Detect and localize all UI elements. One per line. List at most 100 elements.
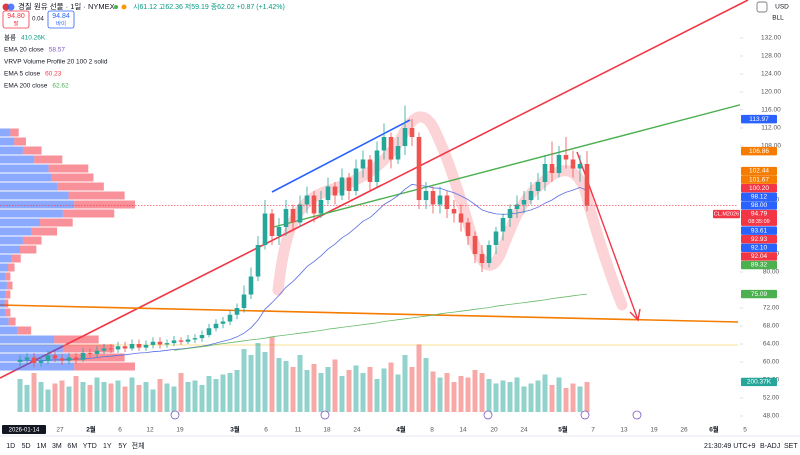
profile-bar	[68, 191, 125, 200]
x-tick-label: 12	[146, 427, 154, 434]
profile-bar	[54, 335, 99, 344]
volume-bar	[500, 380, 506, 412]
price-tag	[741, 252, 777, 261]
volume-bar	[332, 359, 338, 412]
x-tick-label: 27	[56, 427, 64, 434]
status-dot	[121, 4, 127, 10]
range-button[interactable]: YTD	[83, 443, 97, 450]
candle-body	[500, 218, 506, 232]
icon[interactable]	[756, 1, 768, 13]
y-tick-label: 64.00	[763, 341, 780, 348]
price-tag-label: 92.93	[751, 236, 768, 243]
profile-bar	[19, 245, 37, 254]
candle-body	[115, 346, 121, 350]
candle-body	[458, 213, 464, 223]
symbol-title: 경질 원유 선물 · 1일 · NYMEX	[18, 1, 115, 11]
event-marker[interactable]	[320, 410, 330, 420]
y-tick-label: 116.00	[761, 107, 781, 114]
candle-body	[164, 343, 170, 345]
legend: 볼륨 410.26K EMA 20 close 58.57 VRVP Volume Pr…	[4, 33, 108, 90]
profile-bar	[0, 290, 6, 299]
volume-bar	[388, 362, 394, 412]
trend-line	[271, 119, 411, 193]
profile-bar	[0, 272, 6, 281]
price-tag-label: 75.09	[751, 291, 768, 298]
profile-bar	[0, 209, 63, 218]
price-tag	[741, 226, 777, 235]
volume-bar	[220, 374, 226, 412]
candle-body	[472, 236, 478, 254]
volume-bar	[31, 373, 37, 412]
profile-bar	[5, 272, 11, 281]
candle-body	[73, 357, 79, 360]
volume-bar	[430, 371, 436, 412]
candle-body	[430, 191, 436, 205]
event-marker[interactable]	[483, 410, 493, 420]
volume-bar	[570, 383, 576, 412]
price-tag-label: 101.67	[749, 176, 769, 183]
candle-body	[493, 231, 499, 245]
x-tick-label: 2월	[86, 425, 96, 434]
x-tick-label: 6	[264, 427, 268, 434]
event-marker[interactable]	[632, 410, 642, 420]
event-marker[interactable]	[580, 410, 590, 420]
volume-bar	[185, 382, 191, 412]
volume-bar	[80, 382, 86, 412]
volume-bar	[409, 367, 415, 412]
candle-body	[269, 213, 275, 236]
volume-bar	[24, 385, 30, 412]
candle-body	[318, 200, 324, 214]
profile-bar	[0, 317, 9, 326]
range-button[interactable]: 1D	[6, 443, 15, 450]
candle-body	[360, 159, 366, 169]
volume-bar	[87, 385, 93, 412]
adjust-button[interactable]: B-ADJ	[760, 443, 780, 450]
candle-body	[136, 344, 142, 348]
sell-button[interactable]	[2, 10, 30, 29]
candle-body	[129, 344, 135, 349]
y-tick-label: 132.00	[761, 35, 781, 42]
profile-bar	[14, 137, 26, 146]
volume-bar	[297, 355, 303, 412]
candle-body	[66, 357, 72, 361]
price-tag	[741, 201, 777, 210]
x-tick-label: 4월	[396, 425, 406, 434]
date-tag	[2, 425, 46, 434]
volume-bar	[528, 383, 534, 412]
range-button[interactable]: 6M	[67, 443, 77, 450]
volume-bar	[311, 364, 317, 412]
volume-bar	[521, 386, 527, 412]
symbol-icon	[2, 3, 10, 11]
profile-bar	[48, 164, 89, 173]
range-button[interactable]: 1M	[37, 443, 47, 450]
settings-button[interactable]: SET	[784, 443, 798, 450]
candle-body	[556, 155, 562, 173]
profile-bar	[22, 236, 42, 245]
volume-bar	[577, 386, 583, 412]
range-button[interactable]: 3M	[52, 443, 62, 450]
candle-body	[52, 355, 58, 359]
x-tick-label: 11	[295, 427, 302, 434]
profile-bar	[0, 299, 5, 308]
volume-bar	[66, 386, 72, 412]
range-button[interactable]: 5D	[22, 443, 31, 450]
candle-body	[290, 209, 296, 223]
range-button[interactable]: 1Y	[103, 443, 112, 450]
profile-bar	[0, 326, 18, 335]
buy-button[interactable]	[47, 10, 75, 29]
profile-bar	[17, 326, 32, 335]
volume-bar	[59, 380, 65, 412]
range-button[interactable]: 5Y	[118, 443, 127, 450]
volume-bar	[122, 386, 128, 412]
event-marker[interactable]	[170, 410, 180, 420]
x-tick-label: 19	[650, 427, 658, 434]
price-tag	[741, 192, 777, 202]
unit: BLL	[772, 15, 784, 22]
volume-bar	[199, 385, 205, 412]
range-button[interactable]: 전체	[132, 441, 145, 450]
candle-body	[157, 341, 163, 345]
volume-tag-label: 200.37K	[747, 379, 772, 386]
price-tag-label: 92.04	[751, 253, 768, 260]
x-tick-label: 3월	[230, 425, 240, 434]
